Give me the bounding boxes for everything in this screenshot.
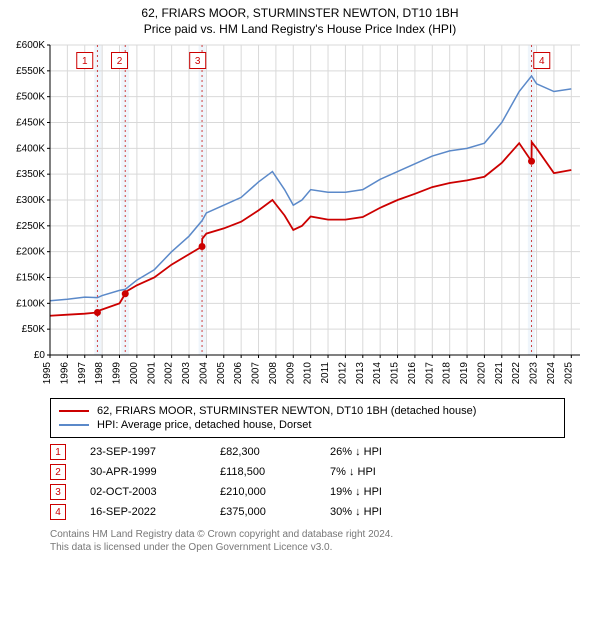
svg-text:2023: 2023	[529, 362, 540, 385]
svg-text:1999: 1999	[112, 362, 123, 385]
svg-text:2024: 2024	[546, 362, 557, 385]
footer-attribution: Contains HM Land Registry data © Crown c…	[50, 528, 565, 554]
svg-text:2016: 2016	[407, 362, 418, 385]
svg-text:£500K: £500K	[16, 92, 45, 103]
sale-date: 23-SEP-1997	[90, 446, 220, 458]
svg-text:£150K: £150K	[16, 273, 45, 284]
svg-text:2022: 2022	[511, 362, 522, 385]
svg-text:1: 1	[82, 56, 88, 67]
svg-text:2017: 2017	[424, 362, 435, 385]
sale-row: 2 30-APR-1999£118,5007% ↓ HPI	[50, 464, 565, 480]
svg-text:1996: 1996	[59, 362, 70, 385]
svg-text:1998: 1998	[94, 362, 105, 385]
sale-marker: 4	[50, 504, 66, 520]
legend-item: 62, FRIARS MOOR, STURMINSTER NEWTON, DT1…	[59, 405, 556, 417]
svg-text:£250K: £250K	[16, 221, 45, 232]
sale-date: 30-APR-1999	[90, 466, 220, 478]
svg-text:2011: 2011	[320, 362, 331, 384]
sale-marker: 2	[50, 464, 66, 480]
svg-text:2001: 2001	[146, 362, 157, 385]
svg-text:2008: 2008	[268, 362, 279, 385]
legend-swatch	[59, 424, 89, 426]
svg-text:2000: 2000	[129, 362, 140, 385]
chart-area: £0 £50K £100K £150K £200K £250K £300K £350K £400…	[0, 40, 600, 388]
svg-text:2004: 2004	[198, 362, 209, 385]
svg-text:2009: 2009	[285, 362, 296, 385]
svg-text:2003: 2003	[181, 362, 192, 385]
svg-text:2006: 2006	[233, 362, 244, 385]
chart-titles: 62, FRIARS MOOR, STURMINSTER NEWTON, DT1…	[0, 0, 600, 36]
svg-text:£300K: £300K	[16, 195, 45, 206]
svg-text:2020: 2020	[476, 362, 487, 385]
legend-label: 62, FRIARS MOOR, STURMINSTER NEWTON, DT1…	[97, 405, 476, 417]
sale-row: 1 23-SEP-1997£82,30026% ↓ HPI	[50, 444, 565, 460]
svg-text:1997: 1997	[77, 362, 88, 385]
svg-text:3: 3	[195, 56, 201, 67]
svg-text:£450K: £450K	[16, 118, 45, 129]
svg-text:2: 2	[117, 56, 123, 67]
svg-text:1995: 1995	[42, 362, 53, 385]
svg-text:2019: 2019	[459, 362, 470, 385]
title-subtitle: Price paid vs. HM Land Registry's House …	[0, 22, 600, 36]
title-address: 62, FRIARS MOOR, STURMINSTER NEWTON, DT1…	[0, 6, 600, 20]
legend: 62, FRIARS MOOR, STURMINSTER NEWTON, DT1…	[50, 398, 565, 438]
chart-svg: £0 £50K £100K £150K £200K £250K £300K £350K £400…	[0, 40, 600, 385]
svg-text:2005: 2005	[216, 362, 227, 385]
sale-price: £82,300	[220, 446, 330, 458]
svg-text:2025: 2025	[563, 362, 574, 385]
svg-text:£50K: £50K	[22, 324, 46, 335]
sale-marker: 3	[50, 484, 66, 500]
sale-marker: 1	[50, 444, 66, 460]
legend-swatch	[59, 410, 89, 412]
svg-text:2021: 2021	[494, 362, 505, 385]
legend-label: HPI: Average price, detached house, Dors…	[97, 419, 311, 431]
sales-table: 1 23-SEP-1997£82,30026% ↓ HPI 2 30-APR-1999…	[50, 444, 565, 520]
svg-text:2014: 2014	[372, 362, 383, 385]
svg-text:£100K: £100K	[16, 298, 45, 309]
sale-price: £118,500	[220, 466, 330, 478]
svg-text:£400K: £400K	[16, 143, 45, 154]
svg-text:2018: 2018	[442, 362, 453, 385]
svg-text:2013: 2013	[355, 362, 366, 385]
svg-text:£550K: £550K	[16, 66, 45, 77]
svg-text:£200K: £200K	[16, 247, 45, 258]
svg-text:4: 4	[539, 56, 545, 67]
sale-date: 02-OCT-2003	[90, 486, 220, 498]
sale-price: £210,000	[220, 486, 330, 498]
sale-row: 4 16-SEP-2022£375,00030% ↓ HPI	[50, 504, 565, 520]
svg-text:£600K: £600K	[16, 40, 45, 51]
svg-text:2015: 2015	[390, 362, 401, 385]
svg-text:2002: 2002	[164, 362, 175, 385]
sale-delta: 30% ↓ HPI	[330, 506, 450, 518]
sale-delta: 7% ↓ HPI	[330, 466, 450, 478]
svg-text:2007: 2007	[251, 362, 262, 385]
svg-text:£0: £0	[34, 350, 46, 361]
footer-line2: This data is licensed under the Open Gov…	[50, 541, 565, 554]
legend-item: HPI: Average price, detached house, Dors…	[59, 419, 556, 431]
svg-text:2012: 2012	[337, 362, 348, 385]
sale-date: 16-SEP-2022	[90, 506, 220, 518]
sale-delta: 26% ↓ HPI	[330, 446, 450, 458]
footer-line1: Contains HM Land Registry data © Crown c…	[50, 528, 565, 541]
sale-delta: 19% ↓ HPI	[330, 486, 450, 498]
sale-row: 3 02-OCT-2003£210,00019% ↓ HPI	[50, 484, 565, 500]
svg-text:£350K: £350K	[16, 169, 45, 180]
sale-price: £375,000	[220, 506, 330, 518]
svg-text:2010: 2010	[303, 362, 314, 385]
